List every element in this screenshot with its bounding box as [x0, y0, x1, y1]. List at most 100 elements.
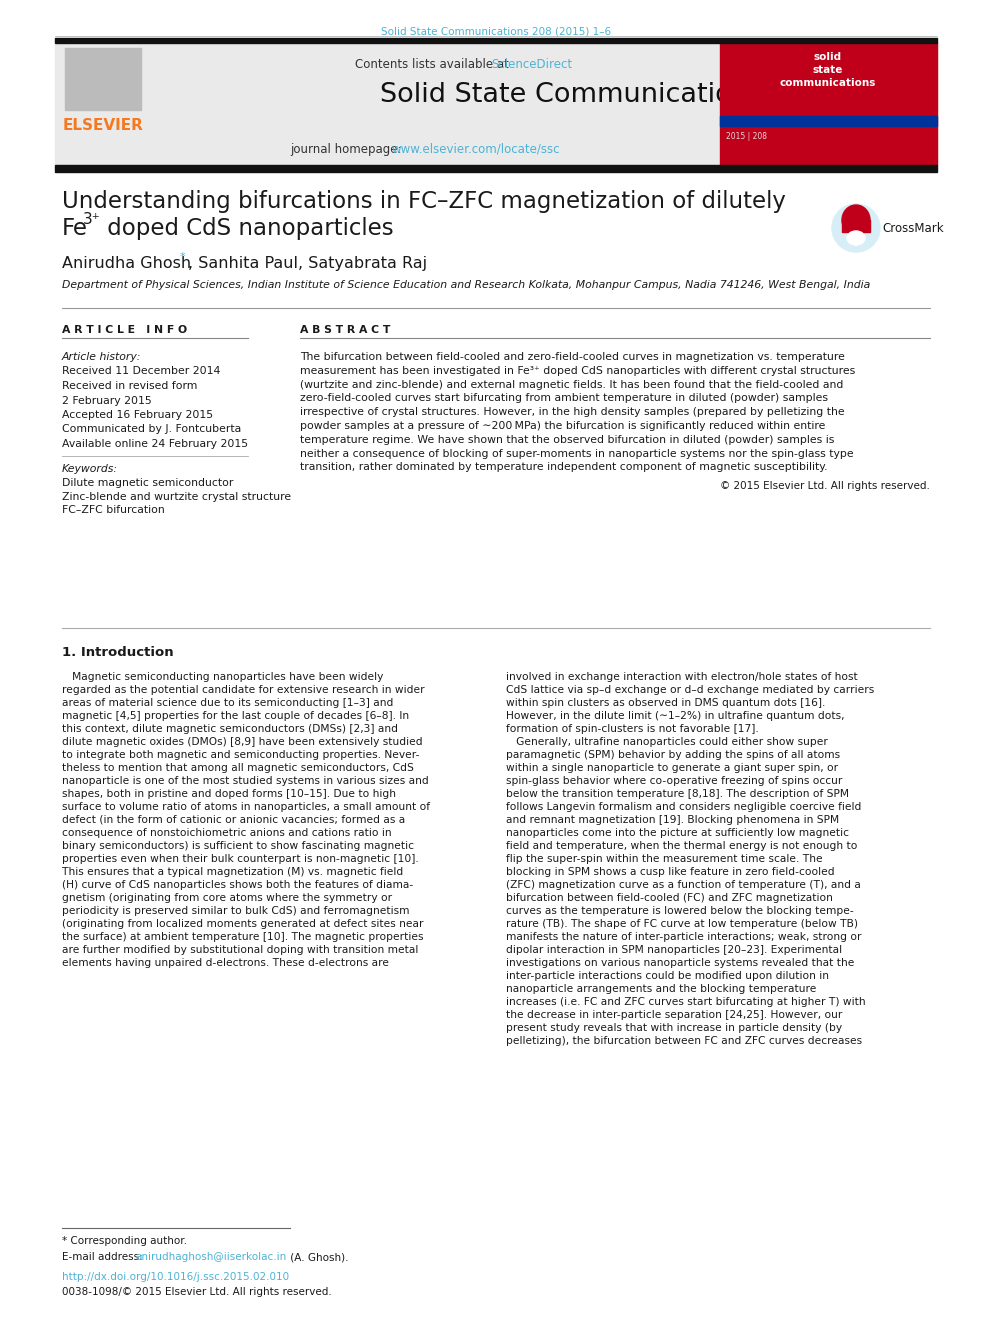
Text: CdS lattice via sp–d exchange or d–d exchange mediated by carriers: CdS lattice via sp–d exchange or d–d exc… — [506, 685, 874, 695]
Text: Solid State Communications: Solid State Communications — [380, 82, 763, 108]
Text: inter-particle interactions could be modified upon dilution in: inter-particle interactions could be mod… — [506, 971, 829, 980]
Text: A B S T R A C T: A B S T R A C T — [300, 325, 391, 335]
Text: manifests the nature of inter-particle interactions; weak, strong or: manifests the nature of inter-particle i… — [506, 931, 861, 942]
Text: Zinc-blende and wurtzite crystal structure: Zinc-blende and wurtzite crystal structu… — [62, 492, 291, 501]
Text: periodicity is preserved similar to bulk CdS) and ferromagnetism: periodicity is preserved similar to bulk… — [62, 906, 410, 916]
Text: Understanding bifurcations in FC–ZFC magnetization of dilutely: Understanding bifurcations in FC–ZFC mag… — [62, 191, 786, 213]
Text: (originating from localized moments generated at defect sites near: (originating from localized moments gene… — [62, 919, 424, 929]
Text: doped CdS nanoparticles: doped CdS nanoparticles — [100, 217, 394, 239]
Ellipse shape — [842, 205, 870, 235]
Text: * Corresponding author.: * Corresponding author. — [62, 1236, 187, 1246]
Text: Accepted 16 February 2015: Accepted 16 February 2015 — [62, 410, 213, 419]
Bar — [720, 116, 937, 126]
Text: formation of spin-clusters is not favorable [17].: formation of spin-clusters is not favora… — [506, 724, 759, 734]
Text: Article history:: Article history: — [62, 352, 142, 363]
Text: elements having unpaired d-electrons. These d-electrons are: elements having unpaired d-electrons. Th… — [62, 958, 389, 968]
Text: www.elsevier.com/locate/ssc: www.elsevier.com/locate/ssc — [392, 143, 560, 156]
Text: follows Langevin formalism and considers negligible coercive field: follows Langevin formalism and considers… — [506, 802, 861, 812]
Text: (A. Ghosh).: (A. Ghosh). — [287, 1252, 348, 1262]
Text: gnetism (originating from core atoms where the symmetry or: gnetism (originating from core atoms whe… — [62, 893, 392, 904]
Text: ScienceDirect: ScienceDirect — [491, 58, 572, 71]
Text: zero-field-cooled curves start bifurcating from ambient temperature in diluted (: zero-field-cooled curves start bifurcati… — [300, 393, 828, 404]
Text: 0038-1098/© 2015 Elsevier Ltd. All rights reserved.: 0038-1098/© 2015 Elsevier Ltd. All right… — [62, 1287, 331, 1297]
Text: bifurcation between field-cooled (FC) and ZFC magnetization: bifurcation between field-cooled (FC) an… — [506, 893, 833, 904]
Text: dilute magnetic oxides (DMOs) [8,9] have been extensively studied: dilute magnetic oxides (DMOs) [8,9] have… — [62, 737, 423, 747]
Text: neither a consequence of blocking of super-moments in nanoparticle systems nor t: neither a consequence of blocking of sup… — [300, 448, 854, 459]
Text: measurement has been investigated in Fe³⁺ doped CdS nanoparticles with different: measurement has been investigated in Fe³… — [300, 365, 855, 376]
Text: pelletizing), the bifurcation between FC and ZFC curves decreases: pelletizing), the bifurcation between FC… — [506, 1036, 862, 1046]
Text: theless to mention that among all magnetic semiconductors, CdS: theless to mention that among all magnet… — [62, 763, 414, 773]
Text: anirudhaghosh@iiserkolac.in: anirudhaghosh@iiserkolac.in — [135, 1252, 287, 1262]
Text: http://dx.doi.org/10.1016/j.ssc.2015.02.010: http://dx.doi.org/10.1016/j.ssc.2015.02.… — [62, 1271, 289, 1282]
Circle shape — [832, 204, 880, 251]
Text: areas of material science due to its semiconducting [1–3] and: areas of material science due to its sem… — [62, 699, 394, 708]
Text: regarded as the potential candidate for extensive research in wider: regarded as the potential candidate for … — [62, 685, 425, 695]
Text: 3⁺: 3⁺ — [83, 212, 101, 228]
Text: Generally, ultrafine nanoparticles could either show super: Generally, ultrafine nanoparticles could… — [506, 737, 828, 747]
Text: A R T I C L E   I N F O: A R T I C L E I N F O — [62, 325, 187, 335]
Text: (ZFC) magnetization curve as a function of temperature (T), and a: (ZFC) magnetization curve as a function … — [506, 880, 861, 890]
Bar — [65, 48, 141, 110]
Text: Keywords:: Keywords: — [62, 463, 118, 474]
Text: Magnetic semiconducting nanoparticles have been widely: Magnetic semiconducting nanoparticles ha… — [62, 672, 383, 681]
Text: journal homepage:: journal homepage: — [290, 143, 406, 156]
Text: temperature regime. We have shown that the observed bifurcation in diluted (powd: temperature regime. We have shown that t… — [300, 435, 834, 445]
Text: This ensures that a typical magnetization (M) vs. magnetic field: This ensures that a typical magnetizatio… — [62, 867, 404, 877]
Text: dipolar interaction in SPM nanoparticles [20–23]. Experimental: dipolar interaction in SPM nanoparticles… — [506, 945, 842, 955]
Text: (wurtzite and zinc-blende) and external magnetic fields. It has been found that : (wurtzite and zinc-blende) and external … — [300, 380, 843, 389]
Text: 1. Introduction: 1. Introduction — [62, 646, 174, 659]
Text: transition, rather dominated by temperature independent component of magnetic su: transition, rather dominated by temperat… — [300, 463, 827, 472]
Text: 2015 | 208: 2015 | 208 — [726, 132, 767, 142]
Text: FC–ZFC bifurcation: FC–ZFC bifurcation — [62, 505, 165, 515]
Text: to integrate both magnetic and semiconducting properties. Never-: to integrate both magnetic and semicondu… — [62, 750, 420, 759]
Text: and remnant magnetization [19]. Blocking phenomena in SPM: and remnant magnetization [19]. Blocking… — [506, 815, 839, 826]
Text: within a single nanoparticle to generate a giant super spin, or: within a single nanoparticle to generate… — [506, 763, 838, 773]
Text: shapes, both in pristine and doped forms [10–15]. Due to high: shapes, both in pristine and doped forms… — [62, 789, 396, 799]
Bar — [55, 38, 937, 44]
Text: properties even when their bulk counterpart is non-magnetic [10].: properties even when their bulk counterp… — [62, 855, 419, 864]
Text: 2 February 2015: 2 February 2015 — [62, 396, 152, 406]
Text: Received in revised form: Received in revised form — [62, 381, 197, 392]
Text: increases (i.e. FC and ZFC curves start bifurcating at higher T) with: increases (i.e. FC and ZFC curves start … — [506, 998, 866, 1007]
Text: the surface) at ambient temperature [10]. The magnetic properties: the surface) at ambient temperature [10]… — [62, 931, 424, 942]
Bar — [55, 165, 937, 172]
Bar — [720, 44, 937, 165]
Text: nanoparticle arrangements and the blocking temperature: nanoparticle arrangements and the blocki… — [506, 984, 816, 994]
Text: nanoparticle is one of the most studied systems in various sizes and: nanoparticle is one of the most studied … — [62, 777, 429, 786]
Text: rature (TB). The shape of FC curve at low temperature (below TB): rature (TB). The shape of FC curve at lo… — [506, 919, 858, 929]
Text: flip the super-spin within the measurement time scale. The: flip the super-spin within the measureme… — [506, 855, 822, 864]
Text: below the transition temperature [8,18]. The description of SPM: below the transition temperature [8,18].… — [506, 789, 849, 799]
Text: Received 11 December 2014: Received 11 December 2014 — [62, 366, 220, 377]
Text: Communicated by J. Fontcuberta: Communicated by J. Fontcuberta — [62, 425, 241, 434]
Text: involved in exchange interaction with electron/hole states of host: involved in exchange interaction with el… — [506, 672, 858, 681]
Bar — [55, 44, 937, 165]
Text: The bifurcation between field-cooled and zero-field-cooled curves in magnetizati: The bifurcation between field-cooled and… — [300, 352, 845, 363]
Text: magnetic [4,5] properties for the last couple of decades [6–8]. In: magnetic [4,5] properties for the last c… — [62, 710, 409, 721]
Text: Available online 24 February 2015: Available online 24 February 2015 — [62, 439, 248, 448]
Text: spin-glass behavior where co-operative freezing of spins occur: spin-glass behavior where co-operative f… — [506, 777, 842, 786]
Text: CrossMark: CrossMark — [882, 221, 943, 234]
Text: curves as the temperature is lowered below the blocking tempe-: curves as the temperature is lowered bel… — [506, 906, 854, 916]
Text: © 2015 Elsevier Ltd. All rights reserved.: © 2015 Elsevier Ltd. All rights reserved… — [720, 482, 930, 491]
Text: powder samples at a pressure of ∼200 MPa) the bifurcation is significantly reduc: powder samples at a pressure of ∼200 MPa… — [300, 421, 825, 431]
Text: Department of Physical Sciences, Indian Institute of Science Education and Resea: Department of Physical Sciences, Indian … — [62, 280, 870, 290]
Bar — [842, 220, 870, 232]
Text: Fe: Fe — [62, 217, 88, 239]
Text: defect (in the form of cationic or anionic vacancies; formed as a: defect (in the form of cationic or anion… — [62, 815, 406, 826]
Text: surface to volume ratio of atoms in nanoparticles, a small amount of: surface to volume ratio of atoms in nano… — [62, 802, 430, 812]
Text: solid
state
communications: solid state communications — [780, 52, 876, 89]
Text: Solid State Communications 208 (2015) 1–6: Solid State Communications 208 (2015) 1–… — [381, 26, 611, 36]
Text: present study reveals that with increase in particle density (by: present study reveals that with increase… — [506, 1023, 842, 1033]
Text: paramagnetic (SPM) behavior by adding the spins of all atoms: paramagnetic (SPM) behavior by adding th… — [506, 750, 840, 759]
Text: *: * — [180, 251, 186, 262]
Text: consequence of nonstoichiometric anions and cations ratio in: consequence of nonstoichiometric anions … — [62, 828, 392, 837]
Text: Dilute magnetic semiconductor: Dilute magnetic semiconductor — [62, 478, 233, 488]
Text: ELSEVIER: ELSEVIER — [62, 118, 144, 134]
Text: investigations on various nanoparticle systems revealed that the: investigations on various nanoparticle s… — [506, 958, 854, 968]
Text: Contents lists available at: Contents lists available at — [355, 58, 513, 71]
Text: field and temperature, when the thermal energy is not enough to: field and temperature, when the thermal … — [506, 841, 857, 851]
Text: (H) curve of CdS nanoparticles shows both the features of diama-: (H) curve of CdS nanoparticles shows bot… — [62, 880, 414, 890]
Text: are further modified by substitutional doping with transition metal: are further modified by substitutional d… — [62, 945, 419, 955]
Text: E-mail address:: E-mail address: — [62, 1252, 146, 1262]
Text: Anirudha Ghosh: Anirudha Ghosh — [62, 255, 191, 271]
